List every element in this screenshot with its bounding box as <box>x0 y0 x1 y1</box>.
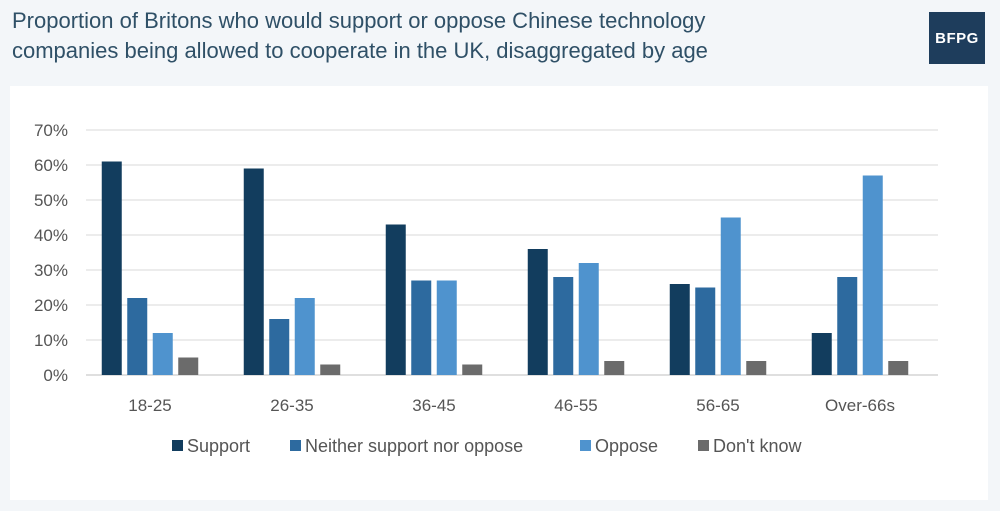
y-tick-label: 40% <box>34 226 68 245</box>
bar-don-t-know-46-55 <box>604 361 625 375</box>
bar-oppose-46-55 <box>578 263 599 375</box>
bar-neither-support-nor-oppose-18-25 <box>127 298 148 375</box>
x-tick-label: Over-66s <box>825 396 895 415</box>
bar-oppose-18-25 <box>152 333 173 375</box>
y-tick-label: 60% <box>34 156 68 175</box>
legend-swatch <box>290 440 301 451</box>
x-tick-label: 36-45 <box>412 396 455 415</box>
y-tick-label: 50% <box>34 191 68 210</box>
bar-oppose-26-35 <box>294 298 315 375</box>
bar-support-36-45 <box>385 224 406 375</box>
x-tick-label: 56-65 <box>696 396 739 415</box>
x-tick-label: 18-25 <box>128 396 171 415</box>
y-tick-label: 0% <box>43 366 68 385</box>
chart-title: Proportion of Britons who would support … <box>12 6 892 66</box>
bar-oppose-56-65 <box>720 217 741 375</box>
chart-panel: 0% 10% 20% 30% 40% 50% 60% 70% 18-25 26-35 36-45 46… <box>10 86 988 500</box>
bar-neither-support-nor-oppose-26-35 <box>269 319 290 375</box>
x-tick-label: 46-55 <box>554 396 597 415</box>
legend-label: Support <box>187 436 250 456</box>
bar-oppose-36-45 <box>436 280 457 375</box>
chart-title-line-1: Proportion of Britons who would support … <box>12 8 706 33</box>
bar-don-t-know-18-25 <box>178 357 199 375</box>
bar-don-t-know-over-66s <box>888 361 909 375</box>
bar-support-56-65 <box>669 284 690 375</box>
bar-support-18-25 <box>101 161 122 375</box>
chart-title-line-2: companies being allowed to cooperate in … <box>12 38 708 63</box>
bar-don-t-know-26-35 <box>320 364 341 375</box>
legend-label: Oppose <box>595 436 658 456</box>
bar-neither-support-nor-oppose-46-55 <box>553 277 574 375</box>
y-tick-label: 70% <box>34 121 68 140</box>
bar-support-26-35 <box>243 168 264 375</box>
bar-chart: 0% 10% 20% 30% 40% 50% 60% 70% 18-25 26-35 36-45 46… <box>34 121 938 456</box>
legend-label: Neither support nor oppose <box>305 436 523 456</box>
y-tick-label: 10% <box>34 331 68 350</box>
legend-swatch <box>698 440 709 451</box>
legend-label: Don't know <box>713 436 802 456</box>
bfpg-logo: BFPG <box>929 12 985 64</box>
bar-oppose-over-66s <box>862 175 883 375</box>
bar-don-t-know-56-65 <box>746 361 767 375</box>
y-tick-label: 20% <box>34 296 68 315</box>
bar-neither-support-nor-oppose-36-45 <box>411 280 432 375</box>
bar-neither-support-nor-oppose-over-66s <box>837 277 858 375</box>
y-tick-label: 30% <box>34 261 68 280</box>
bar-support-46-55 <box>527 249 548 375</box>
legend-swatch <box>580 440 591 451</box>
legend-swatch <box>172 440 183 451</box>
bar-support-over-66s <box>811 333 832 375</box>
bar-neither-support-nor-oppose-56-65 <box>695 287 716 375</box>
x-tick-label: 26-35 <box>270 396 313 415</box>
bar-don-t-know-36-45 <box>462 364 483 375</box>
